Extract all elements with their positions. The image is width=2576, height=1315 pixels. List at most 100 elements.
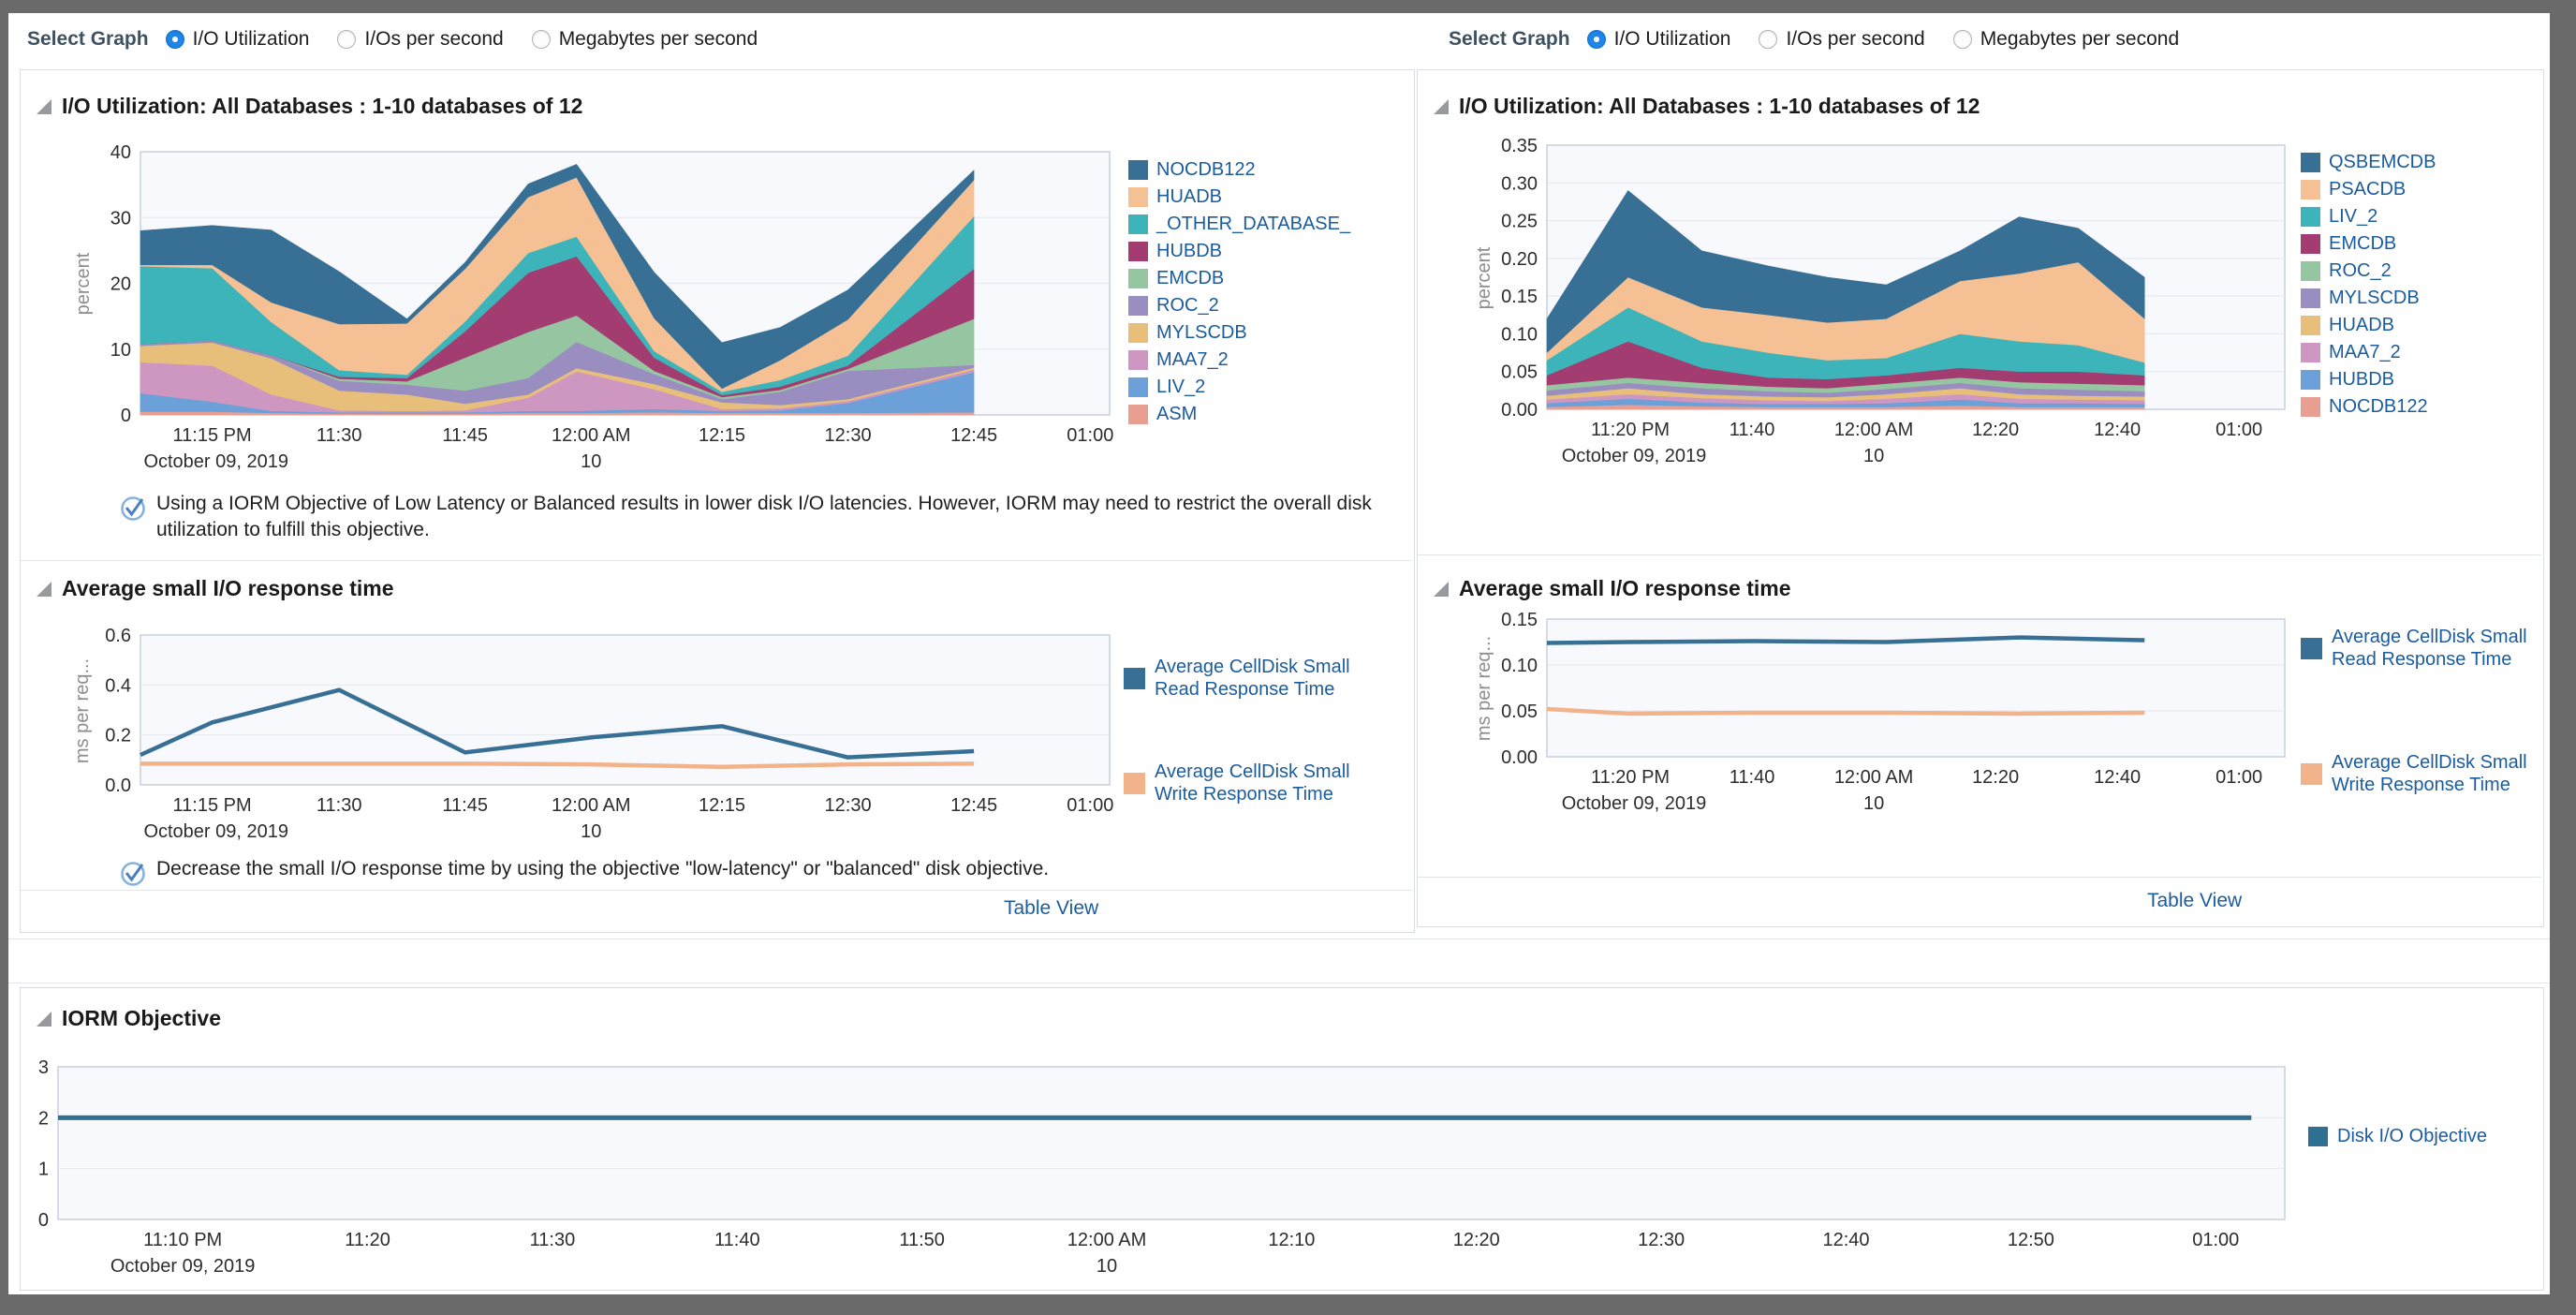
svg-text:0.05: 0.05 (1501, 702, 1538, 722)
svg-text:11:30: 11:30 (530, 1230, 576, 1250)
svg-text:12:30: 12:30 (825, 795, 872, 816)
svg-text:11:40: 11:40 (1730, 420, 1775, 440)
svg-text:12:45: 12:45 (950, 795, 997, 816)
select-graph-label: Select Graph (1449, 28, 1570, 50)
separator-strip (8, 938, 2550, 983)
radio-option-io-utilization[interactable]: I/O Utilization (165, 28, 310, 51)
legend-label: Average CellDisk Small Write Response Ti… (2332, 752, 2527, 795)
legend-label: Average CellDisk Small Read Response Tim… (2332, 627, 2527, 670)
svg-text:12:00 AM: 12:00 AM (1834, 420, 1914, 440)
legend-item: HUADB (2301, 315, 2436, 336)
note-text: Decrease the small I/O response time by … (156, 858, 1050, 879)
legend-swatch-icon (2301, 153, 2320, 172)
radio-selected-icon[interactable] (165, 30, 184, 49)
svg-text:12:20: 12:20 (1972, 767, 2019, 788)
svg-text:0.25: 0.25 (1501, 212, 1538, 232)
svg-text:10: 10 (110, 340, 131, 361)
svg-text:0.10: 0.10 (1501, 324, 1538, 345)
table-view-link-left[interactable]: Table View (1004, 897, 1099, 919)
legend-swatch-icon (2301, 234, 2320, 254)
svg-text:0.30: 0.30 (1501, 173, 1538, 194)
advisory-note-io: Using a IORM Objective of Low Latency or… (119, 491, 1402, 543)
legend-label: PSACDB (2329, 179, 2407, 199)
legend-swatch-icon (1128, 214, 1148, 234)
svg-text:12:00 AM: 12:00 AM (552, 425, 631, 446)
collapse-triangle-icon[interactable] (1434, 98, 1449, 114)
legend-swatch-icon (1128, 160, 1148, 180)
legend-item: MYLSCDB (1128, 322, 1350, 344)
legend-label: HUBDB (1156, 241, 1223, 261)
radio-selected-icon[interactable] (1586, 30, 1606, 49)
radio-label: I/O Utilization (1613, 28, 1731, 50)
legend-swatch-icon (2301, 762, 2322, 785)
radio-unselected-icon[interactable] (337, 30, 357, 49)
svg-text:01:00: 01:00 (1067, 425, 1113, 446)
radio-label: I/O Utilization (192, 28, 310, 50)
legend-label: MAA7_2 (2329, 342, 2401, 362)
legend-swatch-icon (1128, 405, 1148, 424)
svg-text:12:00 AM: 12:00 AM (1067, 1230, 1147, 1250)
svg-text:October 09, 2019: October 09, 2019 (110, 1256, 256, 1277)
legend-item: MYLSCDB (2301, 288, 2436, 309)
radio-unselected-icon[interactable] (1952, 30, 1972, 49)
legend-swatch-icon (2301, 288, 2320, 308)
section-divider (21, 890, 1412, 891)
legend-item: EMCDB (2301, 233, 2436, 255)
radio-unselected-icon[interactable] (531, 30, 551, 49)
svg-text:11:20: 11:20 (345, 1230, 390, 1250)
radio-option-megabytes-per-second[interactable]: Megabytes per second (1952, 28, 2180, 51)
svg-text:30: 30 (110, 208, 131, 229)
legend-label: ROC_2 (2329, 260, 2392, 281)
collapse-triangle-icon[interactable] (37, 581, 52, 597)
radio-option-ios-per-second[interactable]: I/Os per second (1759, 28, 1925, 51)
radio-label: I/Os per second (1786, 28, 1925, 50)
svg-text:0.15: 0.15 (1501, 287, 1538, 307)
svg-text:11:30: 11:30 (316, 795, 362, 816)
collapse-triangle-icon[interactable] (37, 98, 52, 114)
select-graph-row-left: Select Graph I/O Utilization I/Os per se… (27, 21, 773, 58)
svg-text:11:30: 11:30 (316, 425, 362, 446)
legend-swatch-icon (1128, 242, 1148, 261)
svg-text:10: 10 (581, 451, 601, 472)
legend-swatch-icon (1128, 187, 1148, 207)
section-title-text: I/O Utilization: All Databases : 1-10 da… (1459, 94, 1980, 118)
advisory-note-response: Decrease the small I/O response time by … (119, 856, 1402, 888)
legend-item: Average CellDisk Small Write Response Ti… (1124, 761, 1365, 805)
svg-text:20: 20 (110, 274, 131, 295)
legend-swatch-icon (1124, 667, 1145, 689)
svg-text:10: 10 (1097, 1256, 1117, 1277)
svg-text:0: 0 (38, 1210, 49, 1231)
svg-text:0.00: 0.00 (1501, 747, 1538, 768)
legend-label: HUADB (2329, 315, 2395, 335)
collapse-triangle-icon[interactable] (1434, 581, 1449, 597)
collapse-triangle-icon[interactable] (37, 1011, 52, 1027)
section-title-response-right: Average small I/O response time (1434, 576, 1791, 601)
section-divider (1418, 554, 2541, 555)
legend-item: Average CellDisk Small Write Response Ti… (2301, 751, 2542, 796)
radio-label: Megabytes per second (558, 28, 758, 50)
radio-option-io-utilization[interactable]: I/O Utilization (1586, 28, 1731, 51)
section-title-io-utilization-left: I/O Utilization: All Databases : 1-10 da… (37, 94, 582, 119)
response-time-chart-left: 0.0 0.2 0.4 0.6 11:15 PM 11:30 11:45 12:00 AM 12… (86, 620, 1124, 858)
legend-swatch-icon (1124, 772, 1145, 794)
radio-unselected-icon[interactable] (1759, 30, 1778, 49)
svg-text:12:50: 12:50 (2008, 1230, 2054, 1250)
legend-item: HUBDB (2301, 369, 2436, 391)
radio-option-megabytes-per-second[interactable]: Megabytes per second (531, 28, 758, 51)
svg-text:11:15 PM: 11:15 PM (173, 795, 252, 816)
svg-text:0.0: 0.0 (105, 776, 131, 796)
svg-text:0.00: 0.00 (1501, 400, 1538, 421)
table-view-link-right[interactable]: Table View (2147, 890, 2243, 911)
svg-text:11:40: 11:40 (714, 1230, 760, 1250)
radio-label: Megabytes per second (1980, 28, 2180, 50)
legend-item: PSACDB (2301, 179, 2436, 200)
radio-option-ios-per-second[interactable]: I/Os per second (337, 28, 504, 51)
svg-text:0.20: 0.20 (1501, 249, 1538, 270)
legend-item: HUADB (1128, 186, 1350, 208)
legend-swatch-icon (2308, 1127, 2328, 1146)
legend-label: NOCDB122 (1156, 159, 1256, 180)
svg-text:11:45: 11:45 (442, 795, 488, 816)
legend-swatch-icon (2301, 180, 2320, 199)
legend-label: MYLSCDB (2329, 288, 2420, 308)
section-title-response-left: Average small I/O response time (37, 576, 394, 601)
